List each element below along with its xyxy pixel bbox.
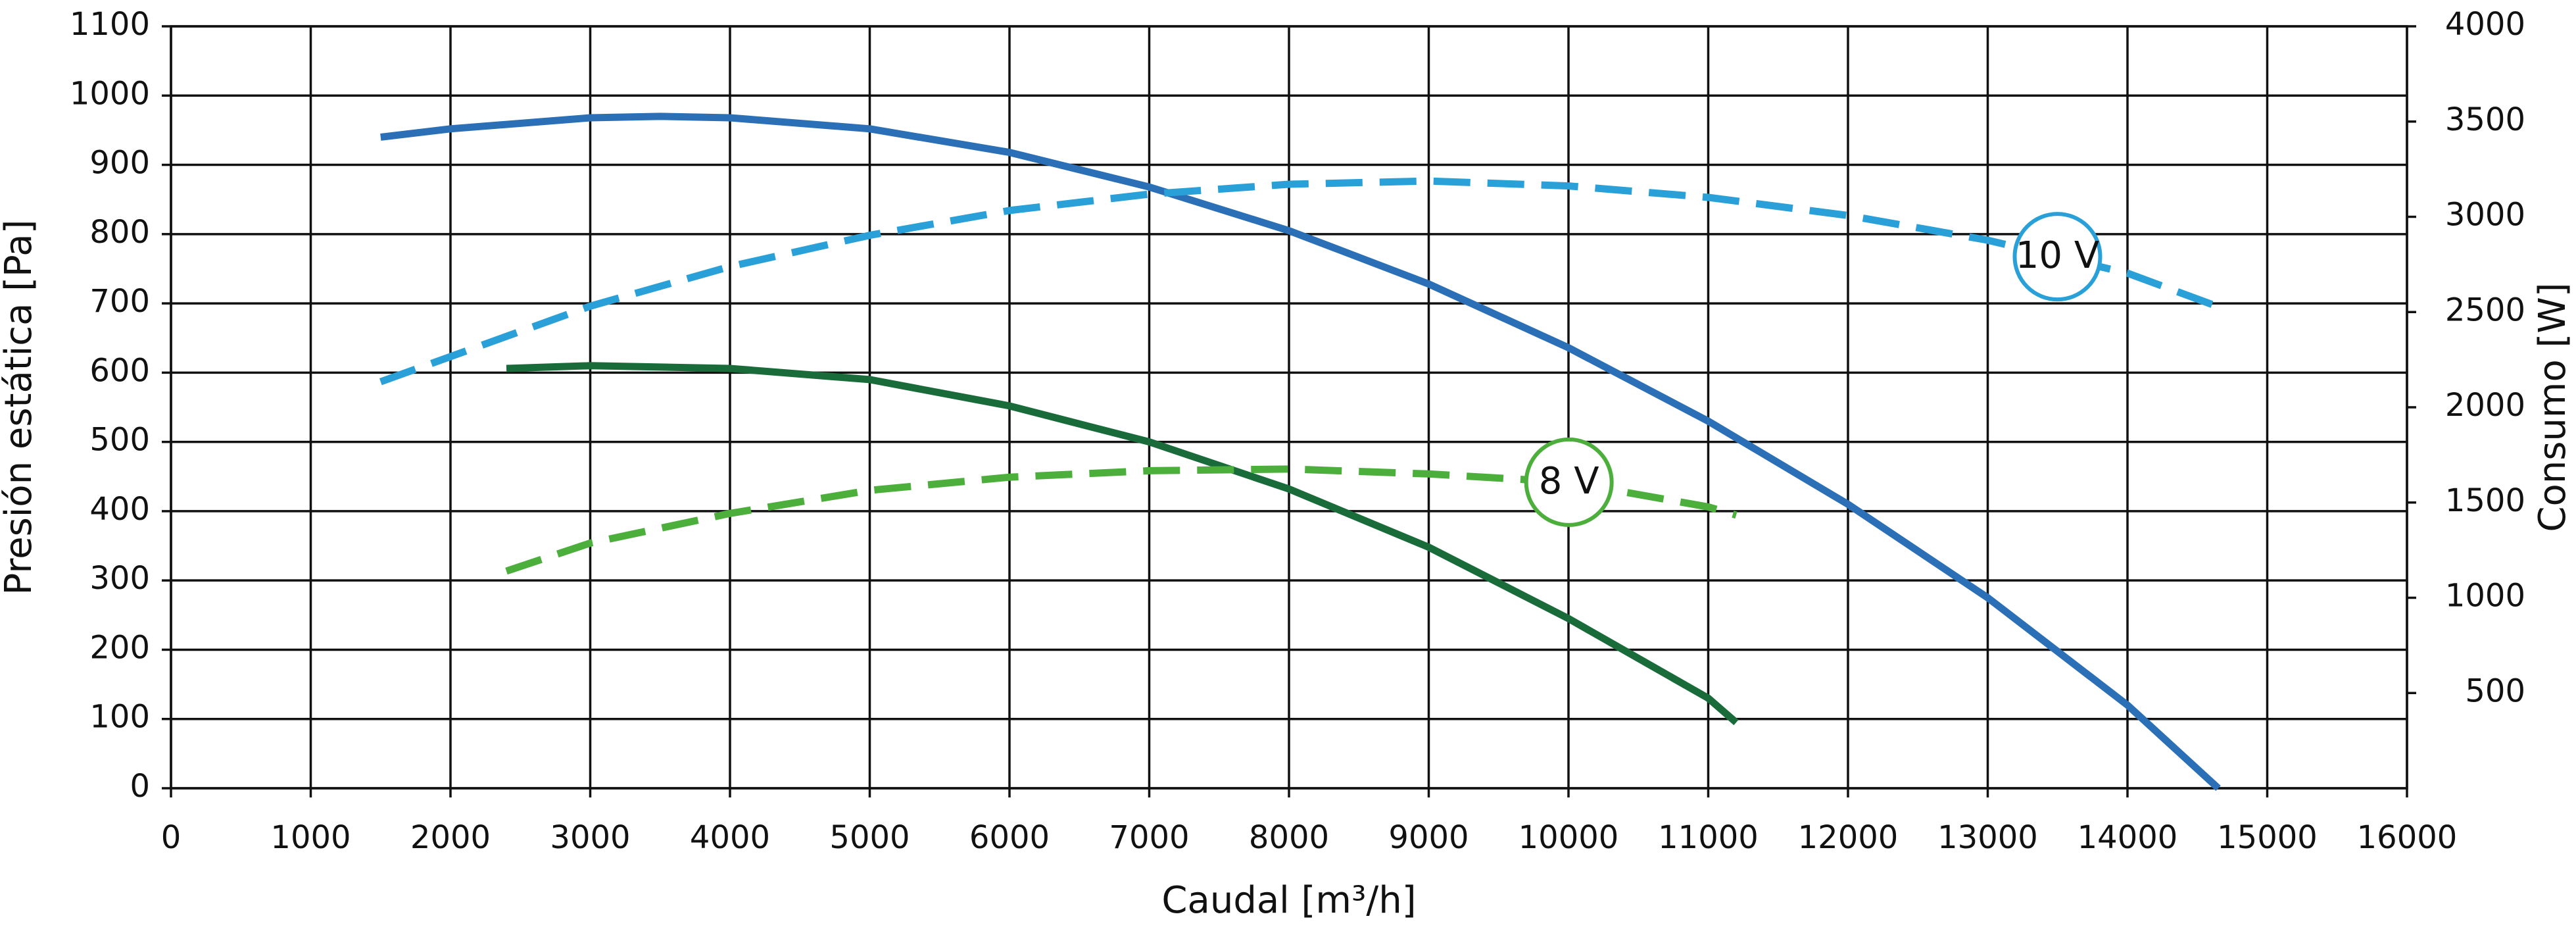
y2-tick-label: 2000 xyxy=(2445,387,2525,424)
x-tick-label: 16000 xyxy=(2357,819,2458,856)
pressure-line xyxy=(380,113,2221,792)
x-tick-label: 7000 xyxy=(1109,819,1189,856)
series-label: 8 V xyxy=(1539,460,1599,503)
y-axis-title: Presión estática [Pa] xyxy=(0,220,40,595)
consumption-line xyxy=(505,465,1738,575)
x-tick-label: 1000 xyxy=(270,819,351,856)
y2-tick-label: 3500 xyxy=(2445,101,2525,138)
y-tick-label: 300 xyxy=(89,560,150,597)
x-tick-label: 2000 xyxy=(410,819,491,856)
consumption-line xyxy=(379,177,2227,386)
plot-frame xyxy=(170,25,2408,790)
y-tick-label: 700 xyxy=(89,283,150,320)
y2-axis-title: Consumo [W] xyxy=(2531,282,2574,532)
pressure-line xyxy=(506,362,1739,726)
y-tick-label: 900 xyxy=(89,145,150,182)
y-tick-label: 1000 xyxy=(70,75,150,112)
y-tick-label: 200 xyxy=(89,629,150,666)
x-tick-label: 6000 xyxy=(969,819,1050,856)
y-tick-label: 1100 xyxy=(70,6,150,43)
x-tick-label: 11000 xyxy=(1658,819,1759,856)
x-tick-label: 12000 xyxy=(1798,819,1899,856)
y2-tick-label: 1500 xyxy=(2445,482,2525,519)
x-tick-label: 4000 xyxy=(690,819,770,856)
x-tick-label: 10000 xyxy=(1519,819,1619,856)
y-tick-label: 0 xyxy=(130,768,150,805)
x-tick-label: 5000 xyxy=(829,819,910,856)
x-tick-label: 14000 xyxy=(2078,819,2178,856)
y-tick-label: 500 xyxy=(89,422,150,459)
y-tick-label: 100 xyxy=(89,699,150,736)
x-tick-label: 0 xyxy=(161,819,182,856)
x-tick-label: 13000 xyxy=(1937,819,2038,856)
y-tick-label: 400 xyxy=(89,491,150,528)
y2-tick-label: 500 xyxy=(2465,672,2525,709)
y2-tick-label: 3000 xyxy=(2445,197,2525,234)
series-label-circle xyxy=(2012,212,2102,302)
y-tick-label: 800 xyxy=(89,214,150,251)
x-axis-title: Caudal [m³/h] xyxy=(1161,879,1416,922)
series-label: 10 V xyxy=(2016,234,2099,277)
y2-tick-label: 2500 xyxy=(2445,291,2525,328)
y2-tick-label: 1000 xyxy=(2445,578,2525,615)
x-tick-label: 15000 xyxy=(2217,819,2318,856)
x-tick-label: 3000 xyxy=(550,819,630,856)
y-tick-label: 600 xyxy=(89,352,150,389)
y2-tick-label: 4000 xyxy=(2445,6,2525,43)
series-label-circle xyxy=(1524,437,1614,527)
x-tick-label: 9000 xyxy=(1388,819,1469,856)
x-tick-label: 8000 xyxy=(1249,819,1329,856)
